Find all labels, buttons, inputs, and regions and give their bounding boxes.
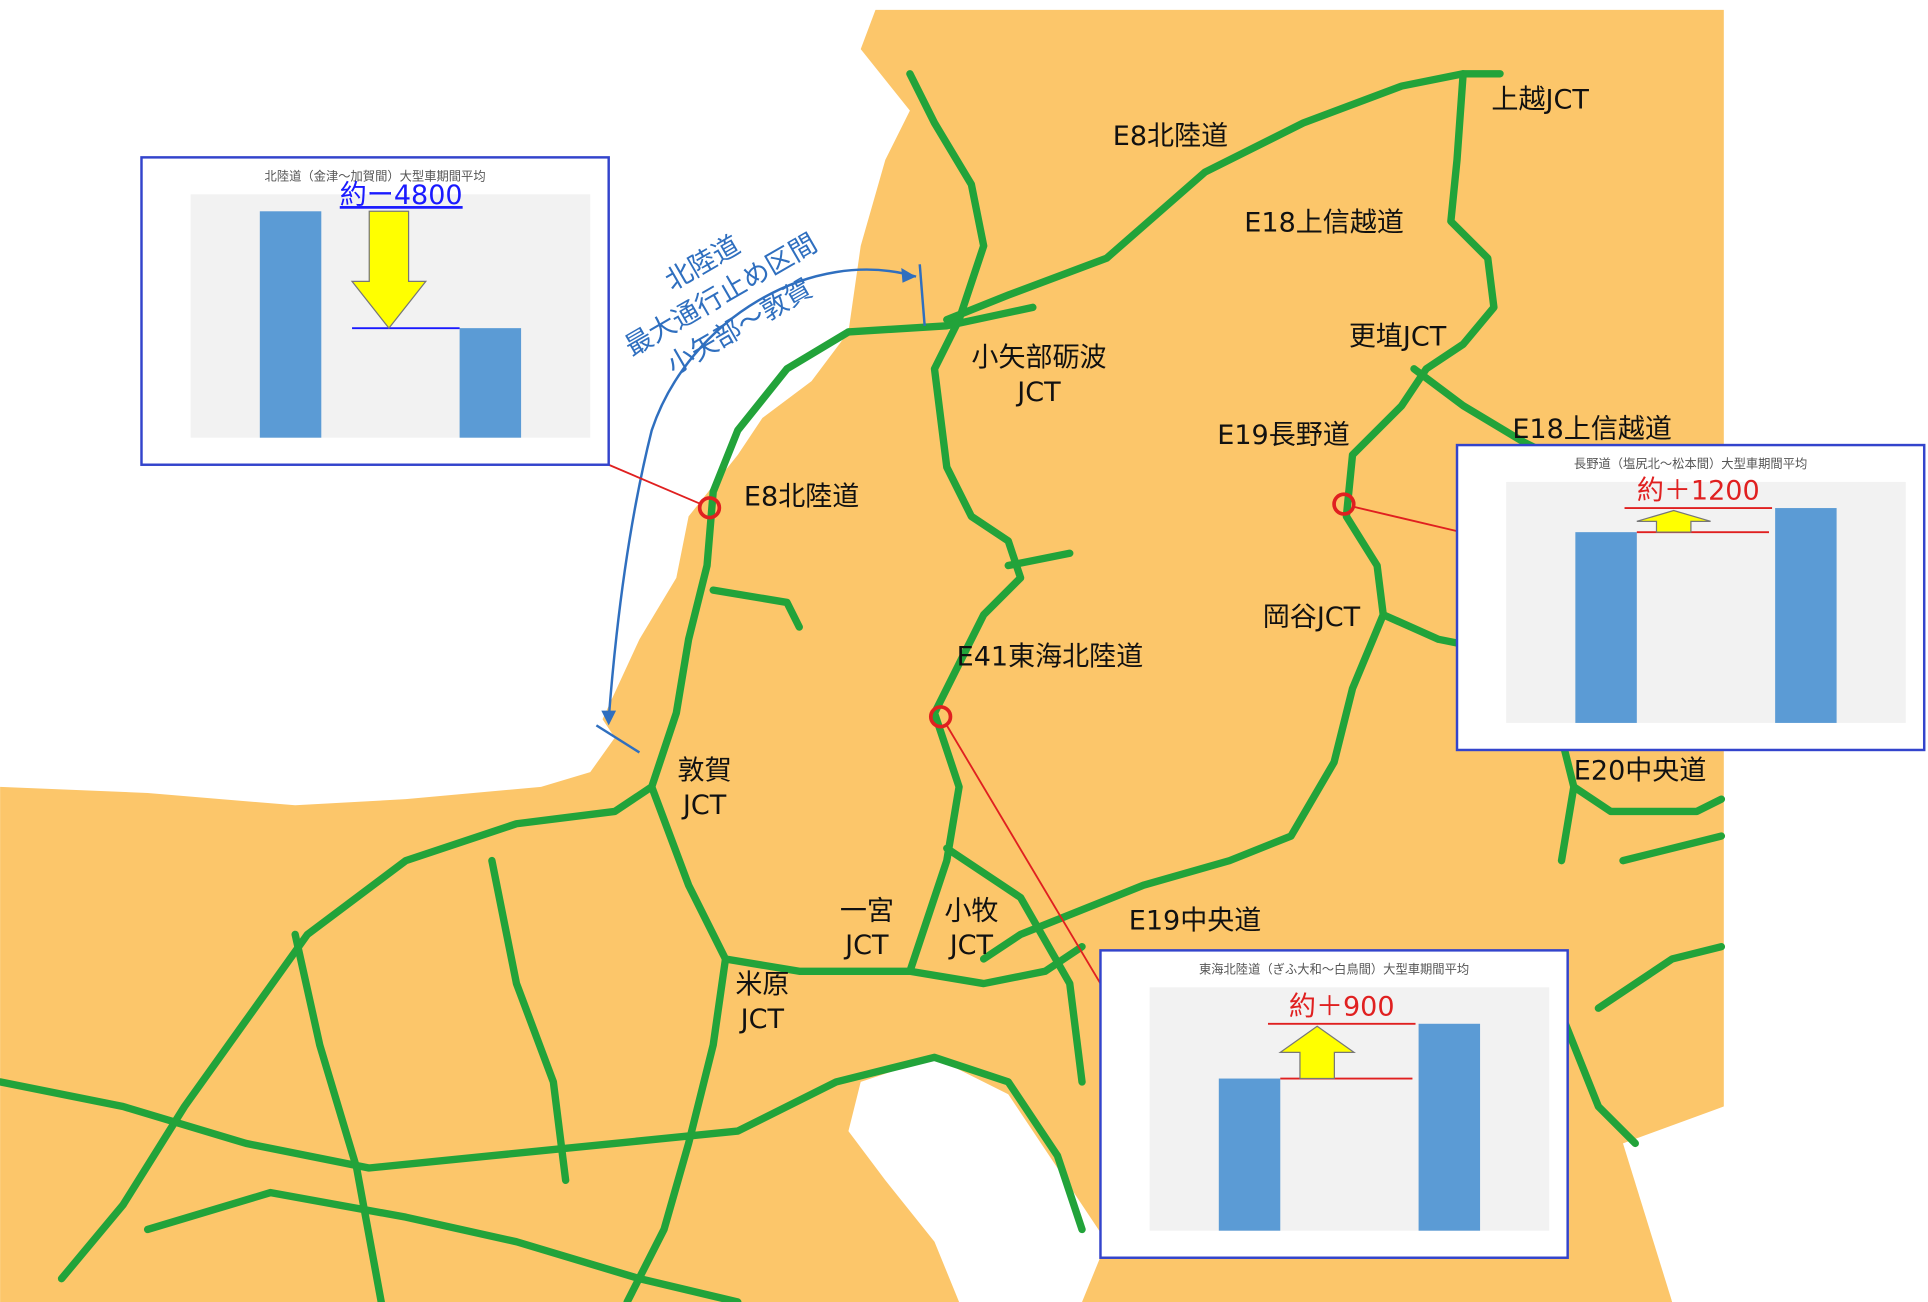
map-label: JCT xyxy=(739,1004,785,1035)
inset-title: 北陸道（金津～加賀間）大型車期間平均 xyxy=(265,169,486,184)
map-label: E20中央道 xyxy=(1574,756,1707,787)
map-label: JCT xyxy=(843,930,889,961)
map-label: E18上信越道 xyxy=(1512,414,1672,445)
map-label: E41東海北陸道 xyxy=(957,641,1144,672)
bar xyxy=(1218,1078,1281,1231)
map-label: 小牧 xyxy=(944,896,998,927)
inset-title: 長野道（塩尻北～松本間）大型車期間平均 xyxy=(1574,456,1807,471)
change-arrow xyxy=(350,210,428,330)
map-label: 小矢部砺波 xyxy=(971,343,1106,374)
map-label: 敦賀 xyxy=(678,756,732,787)
map-label: E19長野道 xyxy=(1217,420,1350,451)
bar xyxy=(1418,1023,1481,1231)
bar xyxy=(259,211,322,438)
map-label: E8北陸道 xyxy=(1113,121,1228,152)
map-label: JCT xyxy=(681,790,727,821)
change-label: 約ー4800 xyxy=(340,180,463,211)
map-label: E19中央道 xyxy=(1129,906,1262,937)
map-label: E18上信越道 xyxy=(1244,207,1404,238)
bar xyxy=(1575,532,1637,723)
leaders xyxy=(608,463,1458,985)
plot-area xyxy=(1149,987,1550,1231)
inset-title: 東海北陸道（ぎふ大和～白鳥間）大型車期間平均 xyxy=(1199,962,1469,977)
map-label: 岡谷JCT xyxy=(1263,602,1361,633)
map-label: 一宮 xyxy=(840,896,894,927)
change-arrow xyxy=(1636,509,1711,533)
bar xyxy=(459,328,522,438)
change-label: 約＋900 xyxy=(1289,991,1395,1022)
change-label: 約＋1200 xyxy=(1637,476,1760,507)
bar xyxy=(1775,508,1837,723)
map-label: 米原 xyxy=(735,970,789,1001)
map-label: JCT xyxy=(948,930,994,961)
map-label: JCT xyxy=(1015,377,1061,408)
closure-arrow xyxy=(595,264,926,754)
plot-area xyxy=(1506,481,1906,723)
map-label: 更埴JCT xyxy=(1349,322,1447,353)
map-label: E8北陸道 xyxy=(744,481,859,512)
map-label: 上越JCT xyxy=(1491,84,1589,115)
change-arrow xyxy=(1278,1025,1356,1080)
